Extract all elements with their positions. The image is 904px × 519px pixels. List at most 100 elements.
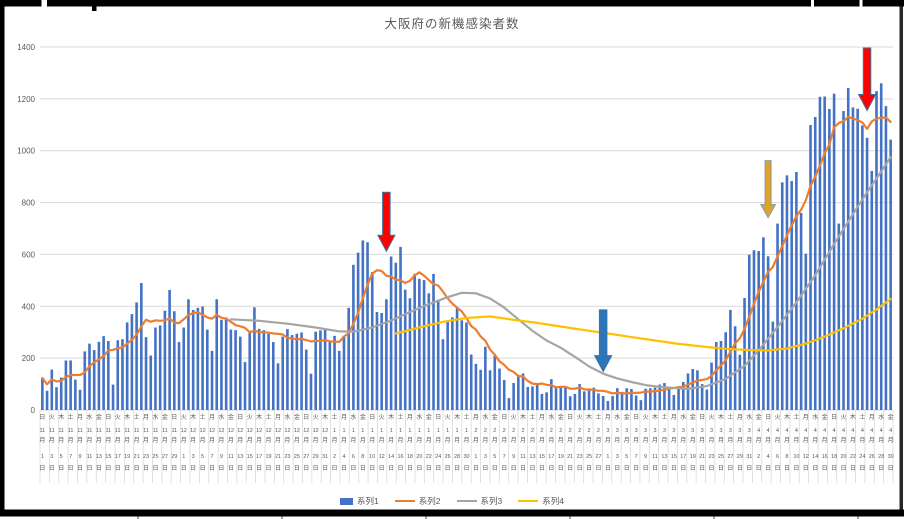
svg-text:14: 14 [388, 454, 394, 460]
svg-text:月: 月 [407, 414, 413, 421]
svg-text:火: 火 [775, 414, 781, 421]
svg-text:月: 月 [209, 437, 215, 444]
bar [526, 386, 530, 410]
svg-text:日: 日 [765, 465, 771, 472]
svg-text:12: 12 [181, 428, 187, 434]
svg-text:月: 月 [162, 437, 168, 444]
svg-text:月: 月 [511, 437, 517, 444]
svg-text:11: 11 [162, 428, 168, 434]
svg-text:日: 日 [39, 414, 45, 421]
svg-text:日: 日 [218, 465, 224, 472]
bar [644, 388, 647, 410]
yellow-arrow-april-rise[interactable] [760, 160, 777, 219]
svg-text:3: 3 [710, 428, 713, 434]
bar [271, 342, 275, 410]
bar [813, 117, 817, 410]
svg-text:月: 月 [482, 437, 488, 444]
svg-text:1: 1 [390, 428, 393, 434]
legend-label: 系列3 [480, 496, 503, 506]
red-arrow-april-peak[interactable] [857, 47, 877, 112]
svg-text:日: 日 [567, 414, 573, 421]
svg-text:日: 日 [445, 465, 451, 472]
bar [512, 383, 515, 410]
bar [74, 379, 77, 410]
blue-arrow-february-bottom[interactable] [593, 309, 613, 373]
svg-text:3: 3 [672, 428, 675, 434]
svg-text:土: 土 [68, 413, 74, 421]
svg-text:28: 28 [878, 454, 884, 460]
column-grid-tick [857, 516, 859, 519]
svg-text:4: 4 [757, 428, 760, 434]
bar [149, 355, 153, 410]
svg-text:3: 3 [729, 428, 732, 434]
svg-text:日: 日 [501, 414, 507, 421]
svg-text:23: 23 [708, 454, 714, 460]
legend-item-series4[interactable]: 系列4 [518, 495, 564, 507]
legend-item-series3[interactable]: 系列3 [456, 495, 503, 507]
svg-text:12: 12 [228, 428, 234, 434]
svg-text:15: 15 [105, 454, 111, 460]
svg-text:2: 2 [597, 428, 600, 434]
svg-text:3: 3 [635, 428, 638, 434]
bar [785, 175, 789, 410]
svg-text:12: 12 [303, 428, 309, 434]
bar [309, 373, 313, 410]
svg-text:月: 月 [746, 437, 752, 444]
svg-text:月: 月 [39, 437, 45, 444]
svg-text:4: 4 [785, 428, 788, 434]
svg-text:月: 月 [812, 437, 818, 444]
svg-text:日: 日 [388, 465, 394, 472]
bar [762, 237, 765, 410]
svg-text:水: 水 [350, 413, 356, 421]
svg-text:25: 25 [152, 454, 158, 460]
bar [597, 393, 600, 410]
bar [78, 389, 82, 410]
bar [818, 96, 822, 410]
bar [366, 242, 369, 410]
bar [352, 264, 355, 410]
svg-text:日: 日 [77, 465, 83, 472]
svg-text:5: 5 [493, 454, 496, 460]
svg-text:月: 月 [426, 437, 432, 444]
svg-text:月: 月 [313, 437, 319, 444]
svg-text:水: 水 [812, 413, 818, 421]
bar [304, 349, 308, 410]
svg-text:日: 日 [322, 465, 328, 472]
bar [121, 339, 124, 410]
svg-text:4: 4 [842, 428, 845, 434]
bar [790, 181, 793, 410]
bar [752, 250, 756, 410]
legend-item-series2[interactable]: 系列2 [394, 495, 441, 507]
bar [385, 299, 388, 410]
red-arrow-january-peak[interactable] [377, 191, 396, 253]
svg-text:12: 12 [379, 454, 385, 460]
svg-text:月: 月 [548, 437, 554, 444]
svg-text:3: 3 [663, 428, 666, 434]
bar [771, 321, 775, 410]
svg-text:水: 水 [878, 413, 884, 421]
bar [738, 354, 742, 410]
svg-text:13: 13 [237, 454, 243, 460]
svg-text:月: 月 [888, 437, 894, 444]
svg-text:4: 4 [767, 454, 770, 460]
column-grid-tick [569, 516, 571, 519]
svg-text:30: 30 [463, 454, 469, 460]
svg-text:1: 1 [342, 428, 345, 434]
svg-text:日: 日 [727, 465, 733, 472]
svg-text:金: 金 [624, 413, 630, 421]
legend-item-series1[interactable]: 系列1 [340, 495, 379, 507]
svg-text:12: 12 [237, 428, 243, 434]
svg-text:24: 24 [435, 454, 441, 460]
bar [238, 336, 242, 410]
svg-text:月: 月 [332, 437, 338, 444]
bar [451, 317, 454, 410]
svg-text:4: 4 [776, 428, 779, 434]
svg-text:日: 日 [58, 465, 64, 472]
svg-text:日: 日 [237, 465, 243, 472]
svg-text:11: 11 [49, 428, 55, 434]
svg-text:日: 日 [746, 465, 752, 472]
svg-text:日: 日 [511, 465, 517, 472]
bar [163, 310, 167, 410]
bar [234, 330, 237, 410]
svg-text:7: 7 [69, 454, 72, 460]
